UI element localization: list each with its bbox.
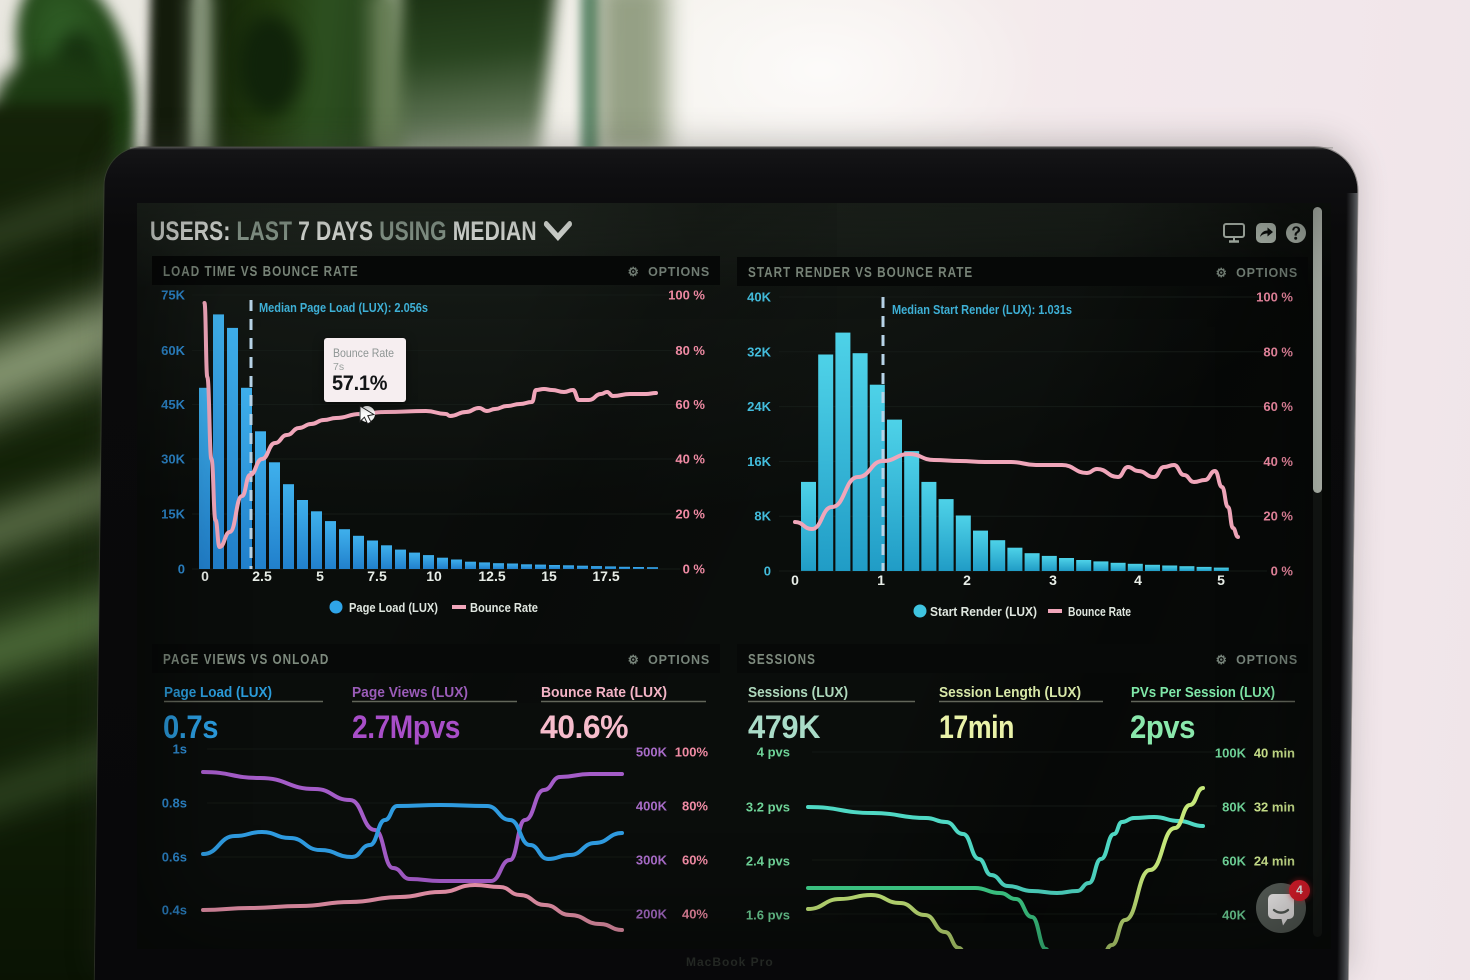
svg-text:Page Views (LUX): Page Views (LUX): [352, 684, 468, 701]
svg-text:0.6s: 0.6s: [162, 850, 187, 865]
svg-text:400K: 400K: [636, 799, 668, 814]
svg-text:200K: 200K: [636, 907, 668, 922]
svg-text:500K: 500K: [636, 745, 668, 760]
svg-text:80K: 80K: [1222, 800, 1246, 815]
svg-text:24 min: 24 min: [1254, 854, 1295, 869]
svg-text:40K: 40K: [1222, 908, 1246, 923]
svg-text:0 %: 0 %: [1271, 564, 1294, 579]
svg-text:2.5: 2.5: [252, 568, 272, 584]
svg-text:30K: 30K: [161, 452, 185, 467]
svg-text:100 %: 100 %: [668, 288, 705, 303]
svg-text:16K: 16K: [747, 454, 771, 469]
svg-text:100 %: 100 %: [1256, 290, 1293, 305]
svg-text:Bounce Rate: Bounce Rate: [470, 600, 538, 615]
svg-text:0: 0: [764, 564, 771, 579]
svg-text:2pvs: 2pvs: [1130, 709, 1195, 745]
svg-text:80 %: 80 %: [675, 343, 705, 358]
svg-text:5: 5: [316, 568, 324, 584]
svg-text:80 %: 80 %: [1263, 344, 1293, 359]
svg-text:Page Load (LUX): Page Load (LUX): [349, 600, 438, 615]
svg-text:17.5: 17.5: [592, 568, 619, 584]
svg-text:8K: 8K: [754, 509, 771, 524]
svg-text:479K: 479K: [748, 709, 820, 745]
svg-text:2.4 pvs: 2.4 pvs: [746, 854, 790, 869]
svg-text:3.2 pvs: 3.2 pvs: [746, 800, 790, 815]
svg-text:32 min: 32 min: [1254, 800, 1295, 815]
svg-text:10: 10: [426, 568, 442, 584]
svg-text:2: 2: [963, 572, 971, 588]
svg-text:40 %: 40 %: [675, 452, 705, 467]
svg-text:60K: 60K: [1222, 854, 1246, 869]
svg-text:7.5: 7.5: [367, 568, 387, 584]
svg-text:45K: 45K: [161, 397, 185, 412]
svg-text:Session Length (LUX): Session Length (LUX): [939, 684, 1081, 701]
svg-text:40%: 40%: [682, 907, 708, 922]
svg-text:40K: 40K: [747, 290, 771, 305]
svg-text:0.4s: 0.4s: [162, 903, 187, 918]
svg-text:40.6%: 40.6%: [540, 709, 628, 745]
svg-text:100%: 100%: [675, 745, 709, 760]
svg-text:20 %: 20 %: [1263, 509, 1293, 524]
svg-text:40 min: 40 min: [1254, 746, 1295, 761]
svg-text:24K: 24K: [747, 399, 771, 414]
svg-text:75K: 75K: [161, 288, 185, 303]
svg-text:32K: 32K: [747, 344, 771, 359]
svg-text:1s: 1s: [173, 742, 187, 757]
svg-text:PVs Per Session (LUX): PVs Per Session (LUX): [1131, 684, 1275, 701]
svg-text:60 %: 60 %: [1263, 399, 1293, 414]
svg-text:0: 0: [791, 572, 799, 588]
svg-text:0 %: 0 %: [683, 562, 706, 577]
svg-text:17min: 17min: [939, 709, 1014, 745]
svg-text:0.8s: 0.8s: [162, 796, 187, 811]
svg-text:Bounce Rate (LUX): Bounce Rate (LUX): [541, 684, 667, 701]
svg-text:20 %: 20 %: [675, 507, 705, 522]
svg-text:15: 15: [541, 568, 557, 584]
svg-text:0: 0: [201, 568, 209, 584]
svg-text:Start Render (LUX): Start Render (LUX): [930, 604, 1037, 619]
svg-text:1: 1: [877, 572, 885, 588]
svg-text:2.7Mpvs: 2.7Mpvs: [352, 709, 460, 745]
svg-text:Median Page Load (LUX): 2.056s: Median Page Load (LUX): 2.056s: [259, 300, 428, 315]
svg-text:15K: 15K: [161, 507, 185, 522]
svg-text:100K: 100K: [1215, 746, 1247, 761]
svg-text:0.7s: 0.7s: [163, 709, 218, 745]
svg-text:12.5: 12.5: [478, 568, 505, 584]
svg-text:4: 4: [1134, 572, 1142, 588]
svg-text:60 %: 60 %: [675, 397, 705, 412]
svg-text:3: 3: [1049, 572, 1057, 588]
svg-text:60K: 60K: [161, 343, 185, 358]
svg-text:Bounce Rate: Bounce Rate: [1068, 604, 1131, 619]
svg-text:Sessions (LUX): Sessions (LUX): [748, 684, 848, 701]
svg-text:4 pvs: 4 pvs: [757, 745, 790, 760]
svg-text:0: 0: [178, 562, 185, 577]
svg-text:5: 5: [1217, 572, 1225, 588]
svg-text:60%: 60%: [682, 853, 708, 868]
svg-text:40 %: 40 %: [1263, 454, 1293, 469]
svg-text:Page Load (LUX): Page Load (LUX): [164, 684, 272, 701]
svg-text:1.6 pvs: 1.6 pvs: [746, 908, 790, 923]
svg-text:80%: 80%: [682, 799, 708, 814]
svg-text:Median Start Render (LUX): 1.0: Median Start Render (LUX): 1.031s: [892, 302, 1072, 317]
svg-text:300K: 300K: [636, 853, 668, 868]
